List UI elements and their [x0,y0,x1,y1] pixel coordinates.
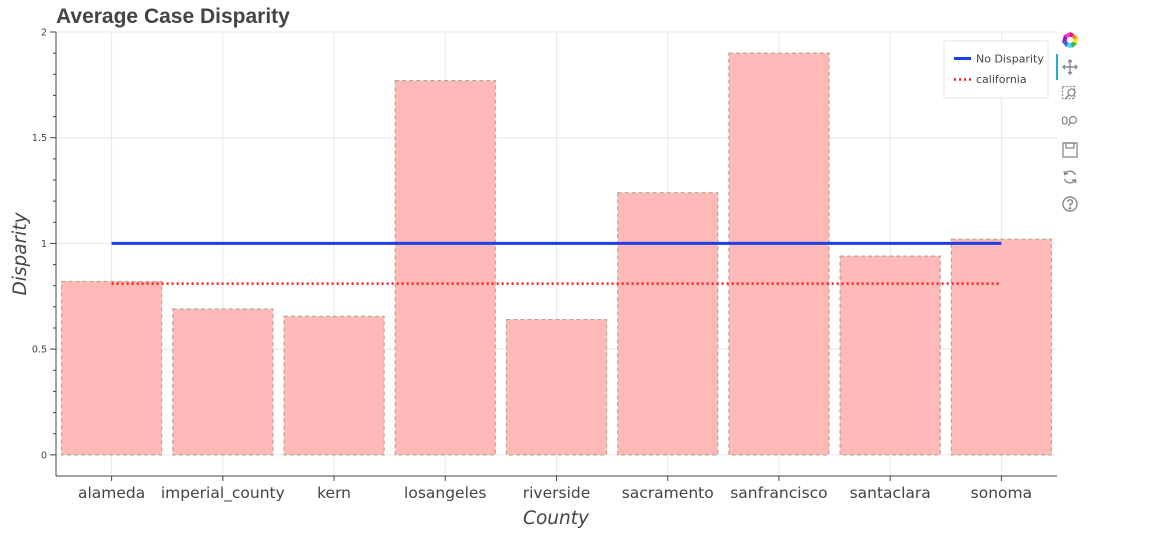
bokeh-logo-icon[interactable] [1060,30,1080,50]
x-tick-label: sonoma [971,484,1032,502]
x-tick-label: imperial_county [161,484,285,503]
box-zoom-icon[interactable] [1060,84,1080,104]
bar-losangeles [394,80,496,456]
x-tick-label: alameda [78,484,145,502]
active-tool-indicator [1056,54,1058,80]
bar-sacramento [617,192,719,456]
x-tick-label: sacramento [622,484,714,502]
bar-alameda [60,280,163,456]
save-icon[interactable] [1060,140,1080,160]
legend-label-california: california [976,73,1027,86]
x-tick-label: losangeles [404,484,486,502]
bar-sonoma [950,238,1053,456]
y-tick-label: 1.5 [32,133,47,144]
reset-icon[interactable] [1060,167,1080,187]
legend: No Disparity california [943,40,1049,99]
legend-label-no-disparity: No Disparity [976,53,1044,66]
axes: 0 0.5 1 1.5 2 alameda imperial_county kern losan… [32,28,1057,503]
x-axis-label: County [523,508,590,529]
bar-kern [283,315,385,456]
y-tick-label: 0.5 [32,345,47,356]
x-tick-label: riverside [523,484,591,502]
bars [60,52,1053,456]
chart-title: Average Case Disparity [56,5,290,28]
bar-sanfrancisco [728,52,830,456]
bar-riverside [505,318,608,456]
y-tick-label: 2 [41,28,47,39]
bar-imperial_county [172,308,274,456]
legend-box [943,40,1049,99]
y-tick-label: 1 [41,239,47,250]
pan-icon[interactable] [1060,57,1080,77]
x-tick-label: kern [317,484,351,502]
help-icon[interactable] [1060,194,1080,214]
y-axis-label: Disparity [10,211,31,295]
bar-santaclara [839,255,941,456]
wheel-zoom-icon[interactable] [1060,112,1080,132]
x-tick-label: santaclara [850,484,931,502]
y-tick-label: 0 [41,450,47,461]
x-tick-label: sanfrancisco [730,484,827,502]
reference-lines [111,241,1002,285]
